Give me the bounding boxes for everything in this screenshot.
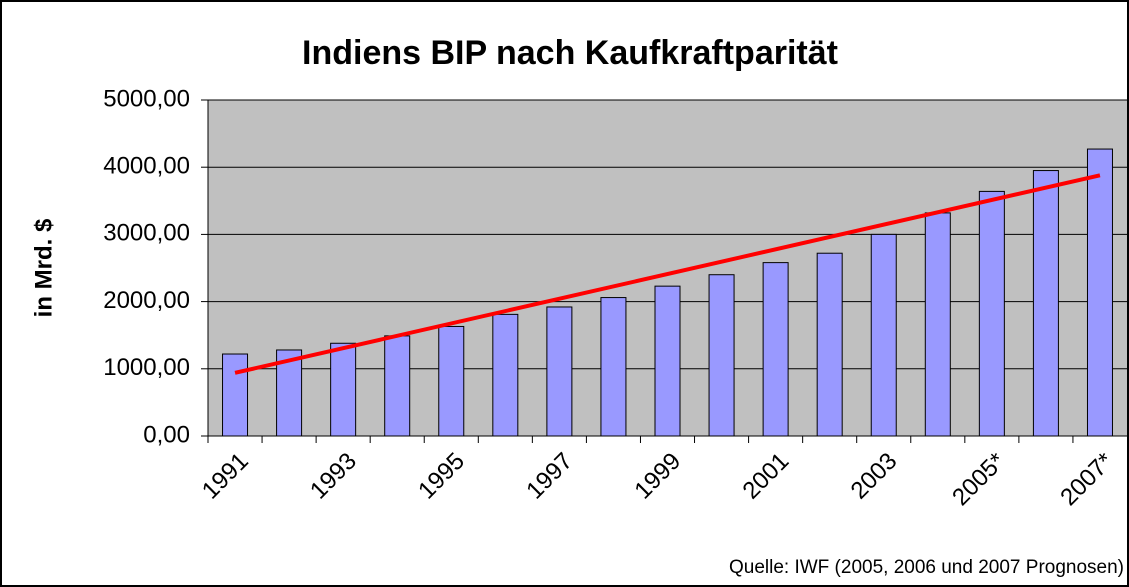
chart-title: Indiens BIP nach Kaufkraftparität	[302, 34, 838, 72]
bar	[600, 297, 627, 437]
bar	[222, 353, 249, 437]
bar	[546, 306, 573, 437]
bar	[870, 233, 897, 437]
y-tick-label: 3000,00	[103, 220, 190, 247]
trend-line	[234, 173, 1101, 375]
bar	[978, 190, 1005, 437]
y-tick-label: 4000,00	[103, 153, 190, 180]
bar	[1086, 148, 1113, 437]
bar	[438, 325, 465, 437]
y-tick-label: 2000,00	[103, 287, 190, 314]
y-axis-label: in Mrd. $	[30, 218, 57, 317]
bar	[708, 274, 735, 437]
bar	[654, 285, 681, 437]
bar	[384, 335, 411, 437]
y-tick-label: 1000,00	[103, 354, 190, 381]
bar	[816, 252, 843, 437]
y-tick-label: 5000,00	[103, 85, 190, 112]
bar	[330, 342, 357, 437]
bar	[762, 262, 789, 437]
bar	[492, 313, 519, 437]
bar	[1032, 170, 1059, 437]
source-note: Quelle: IWF (2005, 2006 und 2007 Prognos…	[729, 557, 1124, 578]
y-tick-label: 0,00	[143, 421, 190, 448]
bar	[924, 212, 951, 437]
